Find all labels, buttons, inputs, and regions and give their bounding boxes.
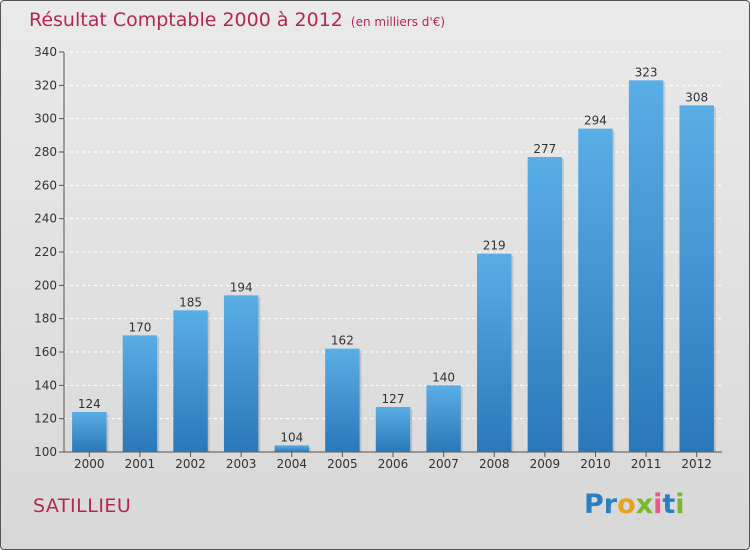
bar-2004 <box>274 445 309 452</box>
bar-value-label: 323 <box>635 65 658 79</box>
logo-letter: i <box>653 489 663 520</box>
bar-value-label: 185 <box>179 295 202 309</box>
bar-value-label: 140 <box>432 370 455 384</box>
bar-value-label: 277 <box>533 142 556 156</box>
x-tick-label: 2002 <box>175 457 206 471</box>
bars <box>72 80 716 452</box>
logo-letter: r <box>603 489 618 520</box>
bar-value-label: 194 <box>230 280 253 294</box>
bar-2003 <box>223 295 259 452</box>
x-tick-label: 2000 <box>74 457 105 471</box>
x-tick-label: 2005 <box>327 457 358 471</box>
chart-subtitle: (en milliers d'€) <box>350 15 446 29</box>
x-tick-label: 2006 <box>378 457 409 471</box>
bar-value-label: 124 <box>78 397 101 411</box>
bar-2000 <box>72 412 107 452</box>
x-tick-label: 2001 <box>125 457 156 471</box>
bar-2011 <box>628 80 664 452</box>
x-tick-label: 2010 <box>580 457 611 471</box>
bar-2005 <box>325 348 360 452</box>
x-tick-label: 2009 <box>530 457 561 471</box>
logo-letter: P <box>584 489 604 520</box>
bar-2010 <box>578 128 613 452</box>
x-tick-label: 2008 <box>479 457 510 471</box>
y-tick-label: 140 <box>34 378 57 392</box>
bar-value-label: 170 <box>128 320 151 334</box>
bar-value-label: 162 <box>331 334 354 348</box>
bar-value-label: 219 <box>483 239 506 253</box>
logo-letter: i <box>675 489 685 520</box>
bar-2007 <box>426 385 461 452</box>
x-tick-label: 2007 <box>428 457 459 471</box>
labels: 100 120 140 160 180 200 220 240 260 280 300 320 340 2… <box>34 45 712 471</box>
proxiti-logo: Proxiti <box>584 489 685 520</box>
x-tick-label: 2004 <box>276 457 307 471</box>
bar-value-label: 127 <box>382 392 405 406</box>
y-tick-label: 180 <box>34 312 57 326</box>
chart-title: Résultat Comptable 2000 à 2012 (en millie… <box>29 9 445 31</box>
bar-2001 <box>122 335 158 452</box>
bar-2008 <box>477 253 512 452</box>
bar-2006 <box>375 407 411 452</box>
y-tick-label: 200 <box>34 278 57 292</box>
bar-value-label: 294 <box>584 114 607 128</box>
y-tick-label: 120 <box>34 412 57 426</box>
logo-letter: x <box>635 489 654 520</box>
y-tick-label: 320 <box>34 78 57 92</box>
logo-letter: o <box>617 489 636 520</box>
bar-2002 <box>173 310 208 452</box>
x-tick-label: 2011 <box>631 457 662 471</box>
bar-value-label: 308 <box>685 90 708 104</box>
commune-name: SATILLIEU <box>33 495 132 517</box>
x-tick-label: 2012 <box>681 457 712 471</box>
chart-title-text: Résultat Comptable 2000 à 2012 <box>29 9 343 31</box>
y-tick-label: 300 <box>34 112 57 126</box>
bar-2012 <box>679 105 714 452</box>
bar-value-label: 104 <box>280 430 303 444</box>
bar-2009 <box>527 157 563 452</box>
x-tick-label: 2003 <box>226 457 257 471</box>
y-tick-label: 280 <box>34 145 57 159</box>
y-tick-label: 260 <box>34 178 57 192</box>
y-tick-label: 220 <box>34 245 57 259</box>
y-tick-label: 340 <box>34 45 57 59</box>
y-tick-label: 240 <box>34 212 57 226</box>
y-tick-label: 160 <box>34 345 57 359</box>
y-tick-label: 100 <box>34 445 57 459</box>
logo-letter: t <box>662 489 676 520</box>
